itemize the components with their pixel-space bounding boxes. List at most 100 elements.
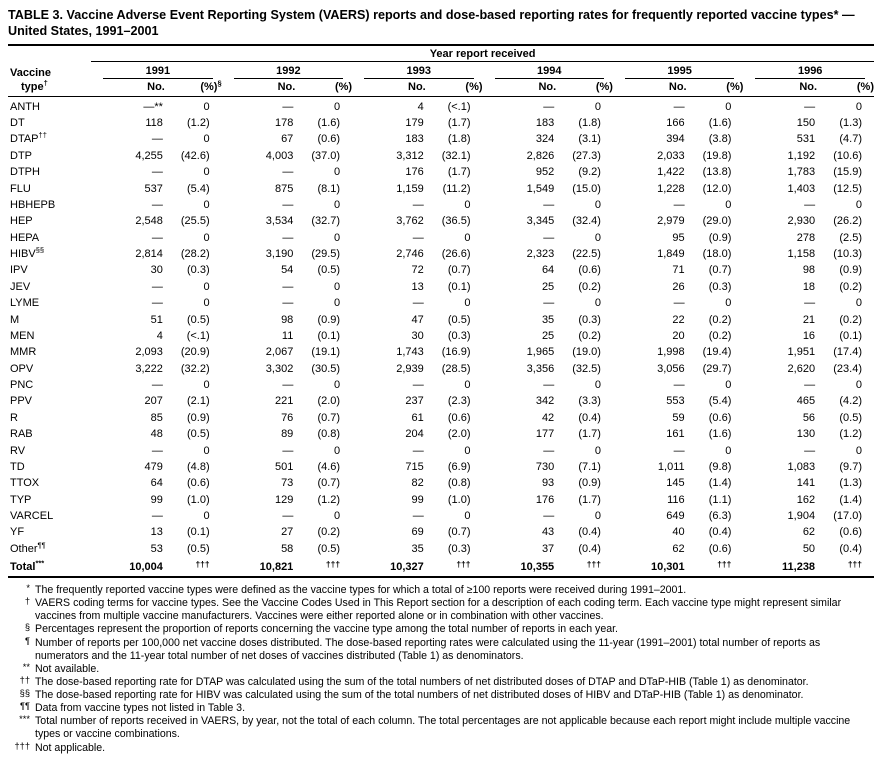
pct-cell: (1.8)	[578, 117, 601, 130]
pct-cell: (0.5)	[839, 411, 862, 424]
pct-column-header: (%)§	[164, 78, 222, 97]
count-cell: 204	[405, 428, 424, 441]
count-cell: 1,083	[787, 460, 816, 473]
pct-cell: (36.5)	[441, 215, 471, 228]
pct-cell: 0	[333, 297, 341, 310]
count-cell: 183	[405, 133, 424, 146]
count-cell: —	[151, 379, 163, 392]
count-cell: 2,746	[396, 248, 424, 261]
pct-cell: (0.2)	[317, 526, 341, 539]
vaccine-label: RAB	[10, 428, 33, 441]
table-row: TTOX 64 (0.6) 73 (0.7) 82 (0.8) 93 (0.9) 145 (1.4)…	[8, 476, 874, 492]
table-row: HEPA — 0 — 0 — 0 — 0 95 (0.9) 278 (2.5)	[8, 230, 874, 246]
count-cell: 27	[281, 526, 294, 539]
count-cell: 237	[405, 395, 424, 408]
pct-column-header: (%)	[556, 78, 613, 97]
count-cell: —	[151, 297, 163, 310]
count-cell: 537	[144, 182, 163, 195]
count-cell: 47	[411, 313, 424, 326]
pct-cell: (0.1)	[317, 329, 341, 342]
pct-cell: (15.0)	[572, 182, 601, 195]
pct-cell: (1.7)	[447, 166, 471, 179]
footnote: †† The dose-based reporting rate for DTAP…	[8, 675, 874, 689]
count-cell: 40	[672, 526, 685, 539]
pct-cell: (0.5)	[317, 542, 341, 555]
pct-cell: (1.7)	[447, 117, 471, 130]
count-cell: —	[412, 510, 424, 523]
count-cell: 50	[802, 542, 816, 555]
pct-cell: 0	[855, 100, 862, 113]
pct-cell: (5.4)	[187, 182, 210, 195]
count-cell: —	[804, 379, 816, 392]
count-cell: 62	[802, 526, 816, 539]
count-cell: 2,814	[135, 248, 163, 261]
count-cell: —	[282, 379, 294, 392]
count-cell: 64	[541, 264, 555, 277]
vaccine-label: TTOX	[10, 477, 40, 490]
pct-cell: (1.4)	[708, 477, 732, 490]
pct-cell: 0	[725, 100, 732, 113]
count-cell: 25	[541, 329, 555, 342]
pct-cell: (2.0)	[447, 428, 471, 441]
pct-cell: 0	[203, 510, 210, 523]
count-cell: 2,620	[787, 362, 816, 375]
count-cell: 162	[796, 493, 816, 506]
pct-cell: (0.4)	[578, 542, 601, 555]
pct-cell: (6.9)	[447, 460, 471, 473]
pct-cell: (0.7)	[447, 264, 471, 277]
count-cell: —	[151, 510, 163, 523]
vaccine-label: IPV	[10, 264, 28, 277]
vaccine-label: DTPH	[10, 166, 40, 179]
footnote-text: The dose-based reporting rate for HIBV w…	[35, 689, 804, 701]
not-applicable-mark: †††	[586, 559, 601, 570]
no-column-header: No.	[612, 78, 687, 97]
footnote: §§ The dose-based reporting rate for HIBV…	[8, 688, 874, 702]
vaccine-label: VARCEL	[10, 510, 54, 523]
pct-cell: (42.6)	[180, 149, 210, 162]
count-cell: —	[282, 198, 294, 211]
count-cell: —	[673, 100, 685, 113]
count-cell: 22	[672, 313, 685, 326]
pct-cell: 0	[855, 198, 862, 211]
count-cell: 72	[411, 264, 424, 277]
pct-cell: (12.5)	[833, 182, 862, 195]
pct-cell: 0	[333, 444, 341, 457]
pct-cell: 0	[725, 297, 732, 310]
pct-cell: (0.7)	[317, 477, 341, 490]
pct-cell: (0.3)	[578, 313, 601, 326]
vaccine-label: JEV	[10, 280, 31, 293]
no-column-header: No.	[91, 78, 165, 97]
footnote-marker: †††	[14, 740, 30, 751]
count-cell: 465	[796, 395, 816, 408]
pct-cell: (2.5)	[839, 231, 862, 244]
count-cell: 118	[145, 117, 163, 130]
footnote-marker: §§	[19, 688, 30, 698]
footnote-marker: ***	[19, 714, 30, 725]
year-header-row: Vaccine 1991 1992 1993 1994 1995 1996	[8, 62, 874, 79]
pct-cell: (0.5)	[187, 428, 210, 441]
table-row: TD 479 (4.8) 501 (4.6) 715 (6.9) 730 (7.1) 1,011 (…	[8, 459, 874, 475]
pct-cell: (2.1)	[187, 395, 210, 408]
count-cell: 2,939	[396, 362, 424, 375]
pct-cell: 0	[725, 379, 732, 392]
vaccine-label: HBHEPB	[10, 198, 56, 211]
count-cell: 58	[281, 542, 294, 555]
pct-cell: (20.9)	[180, 346, 210, 359]
pct-cell: (0.1)	[187, 526, 210, 539]
year-report-received-header: Year report received	[91, 46, 874, 62]
table-row: RAB 48 (0.5) 89 (0.8) 204 (2.0) 177 (1.7) 161 (1.6…	[8, 427, 874, 443]
count-cell: 95	[672, 231, 685, 244]
pct-cell: 0	[333, 100, 341, 113]
count-cell: —	[412, 231, 424, 244]
vaccine-label: DTP	[10, 149, 32, 162]
pct-cell: (0.6)	[839, 526, 862, 539]
pct-cell: 0	[855, 444, 862, 457]
footnote-text: The dose-based reporting rate for DTAP w…	[35, 675, 809, 688]
pct-cell: 0	[855, 297, 862, 310]
vaccine-header-line2: type†	[8, 78, 92, 97]
count-cell: 53	[150, 542, 163, 555]
pct-cell: 0	[333, 510, 341, 523]
footnote: § Percentages represent the proportion of…	[8, 622, 874, 636]
count-cell: —**	[143, 100, 163, 113]
count-cell: 3,222	[135, 362, 163, 375]
